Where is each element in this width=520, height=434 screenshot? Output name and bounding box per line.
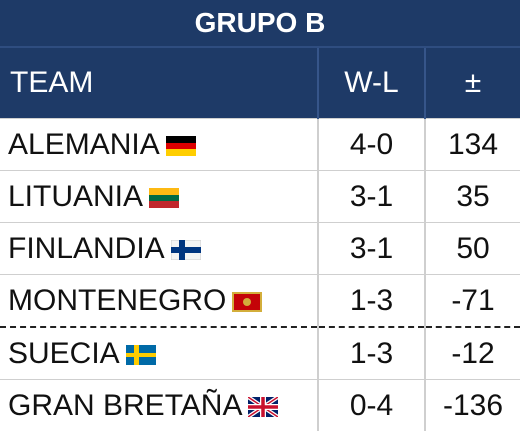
team-row: GRAN BRETAÑA 0-4 -136 (0, 379, 520, 431)
record-cell: 3-1 (317, 170, 425, 223)
column-header: W-L (317, 48, 425, 119)
team-name: SUECIA (8, 336, 120, 370)
group-title: GRUPO B (0, 0, 520, 48)
team-row: FINLANDIA 3-1 50 (0, 222, 520, 275)
team-name: LITUANIA (8, 179, 144, 213)
flag (165, 135, 196, 156)
team-name: ALEMANIA (8, 127, 160, 161)
diff-cell: -136 (424, 379, 520, 431)
team-row: ALEMANIA 4-0 134 (0, 118, 520, 171)
team-cell: GRAN BRETAÑA (0, 379, 318, 431)
diff-cell: 134 (424, 118, 520, 171)
team-cell: LITUANIA (0, 170, 318, 223)
team-cell: SUECIA (0, 326, 318, 380)
record-cell: 1-3 (317, 274, 425, 328)
diff-cell: 35 (424, 170, 520, 223)
record-cell: 1-3 (317, 326, 425, 380)
team-cell: FINLANDIA (0, 222, 318, 275)
team-cell: ALEMANIA (0, 118, 318, 171)
record-cell: 3-1 (317, 222, 425, 275)
team-row: LITUANIA 3-1 35 (0, 170, 520, 223)
flag (125, 344, 156, 365)
flag (232, 291, 263, 312)
standings-table: TEAM W-L ± ALEMANIA 4-0 134 LITUANIA 3-1… (0, 48, 520, 431)
team-cell: MONTENEGRO (0, 274, 318, 328)
diff-cell: -12 (424, 326, 520, 380)
team-name: FINLANDIA (8, 231, 165, 265)
diff-cell: -71 (424, 274, 520, 328)
flag (247, 394, 280, 419)
flag (170, 239, 202, 260)
team-row: SUECIA 1-3 -12 (0, 326, 520, 380)
record-cell: 4-0 (317, 118, 425, 171)
team-row: MONTENEGRO 1-3 -71 (0, 274, 520, 328)
diff-cell: 50 (424, 222, 520, 275)
column-header: ± (424, 48, 520, 119)
record-cell: 0-4 (317, 379, 425, 431)
flag (149, 187, 180, 208)
team-name: MONTENEGRO (8, 283, 227, 317)
column-header: TEAM (0, 48, 318, 119)
team-name: GRAN BRETAÑA (8, 388, 243, 422)
header-row: TEAM W-L ± (0, 48, 520, 119)
